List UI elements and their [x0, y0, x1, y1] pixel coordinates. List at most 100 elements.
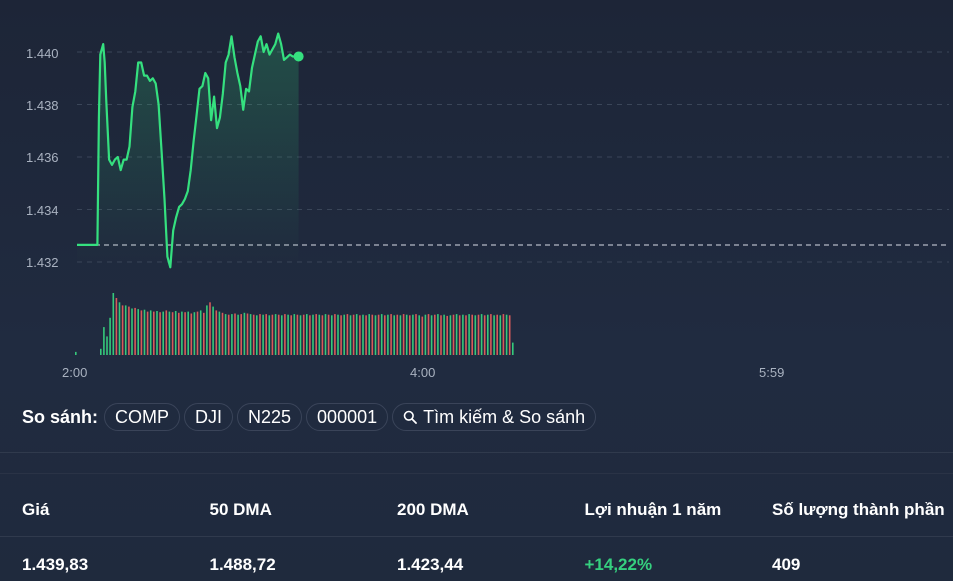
section-divider: [0, 473, 953, 474]
volume-bar: [224, 314, 227, 355]
volume-bar: [159, 312, 161, 355]
search-compare-button[interactable]: Tìm kiếm & So sánh: [392, 403, 597, 431]
volume-bar: [149, 310, 152, 355]
volume-bar: [306, 314, 308, 355]
volume-bar: [231, 314, 233, 355]
volume-bar: [131, 308, 133, 355]
compare-chip-dji[interactable]: DJI: [184, 403, 234, 431]
volume-bar: [199, 310, 202, 355]
y-tick-label: 1.436: [26, 150, 59, 165]
volume-bar: [334, 314, 336, 355]
price-area-fill: [77, 33, 299, 268]
volume-bar: [443, 314, 445, 355]
y-tick-label: 1.438: [26, 98, 59, 113]
volume-bar: [100, 348, 102, 355]
x-tick-label: 4:00: [410, 365, 435, 380]
volume-bar: [184, 312, 186, 355]
volume-bar: [362, 314, 364, 355]
volume-bar: [221, 312, 224, 355]
y-tick-label: 1.434: [26, 203, 59, 218]
volume-bar: [483, 315, 486, 355]
volume-bar: [349, 315, 352, 355]
volume-bar: [109, 317, 111, 355]
volume-bar: [465, 315, 467, 355]
volume-bar: [502, 314, 505, 355]
volume-bar: [162, 311, 164, 355]
y-axis: 1.440 1.438 1.436 1.434 1.432: [26, 46, 59, 270]
volume-bar: [312, 314, 314, 355]
volume-bar: [324, 314, 327, 355]
header-50dma: 50 DMA: [209, 500, 272, 519]
volume-bar: [209, 302, 211, 355]
volume-bar: [352, 314, 355, 355]
compare-chip-000001[interactable]: 000001: [306, 403, 389, 431]
volume-bar: [153, 311, 155, 355]
volume-bar: [268, 315, 271, 355]
volume-bar: [215, 310, 218, 355]
value-components: 409: [772, 555, 801, 574]
volume-bar: [468, 314, 470, 355]
volume-bar: [187, 311, 189, 355]
header-price: Giá: [22, 500, 50, 519]
y-tick-label: 1.432: [26, 255, 59, 270]
volume-bar: [505, 314, 508, 355]
volume-bar: [415, 314, 417, 355]
volume-bar: [249, 314, 252, 355]
volume-bar: [368, 314, 370, 355]
volume-bar: [309, 315, 311, 355]
volume-bar: [302, 314, 305, 355]
volume-bar: [405, 314, 408, 355]
volume-bar: [181, 311, 183, 355]
volume-bar: [343, 314, 345, 355]
volume-bar: [124, 305, 127, 355]
volume-bar: [321, 315, 324, 355]
volume-bar: [377, 314, 380, 355]
volume-bar: [462, 314, 464, 355]
volume-bar: [178, 312, 180, 355]
compare-chip-comp[interactable]: COMP: [104, 403, 181, 431]
compare-chip-n225[interactable]: N225: [237, 403, 303, 431]
volume-bar: [103, 327, 105, 355]
y-tick-label: 1.440: [26, 46, 59, 61]
volume-bar: [156, 311, 158, 355]
volume-bar: [246, 313, 249, 355]
volume-bar: [143, 309, 146, 355]
volume-bar: [287, 314, 289, 355]
volume-bar: [174, 311, 177, 355]
section-divider: [0, 452, 953, 453]
price-line: [77, 32, 299, 269]
search-compare-label: Tìm kiếm & So sánh: [423, 406, 586, 427]
volume-bar: [455, 314, 458, 355]
value-price: 1.439,83: [22, 555, 89, 574]
volume-bar: [412, 314, 414, 355]
volume-bar: [327, 314, 330, 355]
volume-bar: [499, 315, 502, 355]
search-icon: [403, 410, 418, 424]
header-1y-return: Lợi nhuận 1 năm: [584, 500, 722, 519]
value-200dma: 1.423,44: [397, 555, 464, 574]
volume-bar: [252, 314, 255, 355]
volume-bar: [474, 315, 477, 355]
volume-bar: [115, 298, 118, 355]
last-price-dot[interactable]: [293, 51, 304, 62]
volume-bar: [340, 315, 342, 355]
price-chart[interactable]: 1.440 1.438 1.436 1.434 1.432 2:00 4:00 …: [0, 0, 953, 390]
volume-bar: [203, 312, 205, 355]
volume-bar: [271, 314, 274, 355]
volume-bar: [471, 314, 473, 355]
volume-bar: [146, 311, 149, 355]
volume-bar: [371, 314, 374, 355]
value-50dma: 1.488,72: [209, 555, 276, 574]
volume-bar: [128, 306, 130, 355]
volume-bar: [193, 312, 196, 355]
volume-bar: [227, 314, 230, 355]
volume-bar: [437, 314, 439, 355]
compare-bar: So sánh: COMP DJI N225 000001 Tìm kiếm &…: [22, 402, 597, 432]
volume-bar: [137, 309, 139, 355]
header-components: Số lượng thành phần: [772, 500, 945, 519]
volume-bar: [165, 310, 168, 355]
x-tick-label: 2:00: [62, 365, 87, 380]
volume-bar: [512, 342, 514, 355]
volume-bar: [402, 314, 405, 355]
volume-bar: [427, 314, 430, 355]
